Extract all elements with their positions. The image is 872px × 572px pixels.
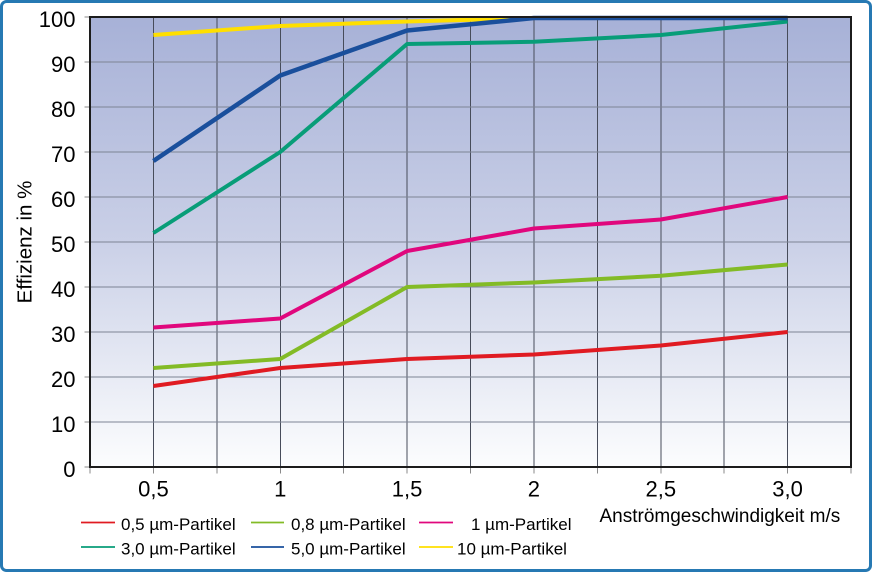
svg-text:10: 10 [51, 412, 75, 437]
svg-text:3,0 µm-Partikel: 3,0 µm-Partikel [121, 540, 236, 559]
svg-text:30: 30 [51, 322, 75, 347]
svg-text:3,0: 3,0 [772, 477, 803, 502]
svg-text:60: 60 [51, 187, 75, 212]
svg-text:0: 0 [63, 457, 75, 482]
svg-text:0,5: 0,5 [138, 477, 169, 502]
svg-text:10 µm-Partikel: 10 µm-Partikel [457, 540, 567, 559]
svg-text:1 µm-Partikel: 1 µm-Partikel [471, 515, 571, 534]
svg-text:2: 2 [528, 477, 540, 502]
svg-text:20: 20 [51, 367, 75, 392]
svg-text:1: 1 [274, 477, 286, 502]
svg-text:80: 80 [51, 97, 75, 122]
svg-text:0,5 µm-Partikel: 0,5 µm-Partikel [121, 515, 236, 534]
svg-text:70: 70 [51, 142, 75, 167]
svg-text:0,8 µm-Partikel: 0,8 µm-Partikel [291, 515, 406, 534]
svg-text:5,0 µm-Partikel: 5,0 µm-Partikel [291, 540, 406, 559]
svg-text:Effizienz in %: Effizienz in % [14, 181, 37, 304]
svg-text:1,5: 1,5 [392, 477, 423, 502]
svg-text:40: 40 [51, 277, 75, 302]
svg-text:100: 100 [39, 7, 76, 32]
svg-text:Anströmgeschwindigkeit m/s: Anströmgeschwindigkeit m/s [600, 506, 841, 527]
svg-text:90: 90 [51, 52, 75, 77]
svg-text:2,5: 2,5 [646, 477, 677, 502]
svg-text:50: 50 [51, 232, 75, 257]
